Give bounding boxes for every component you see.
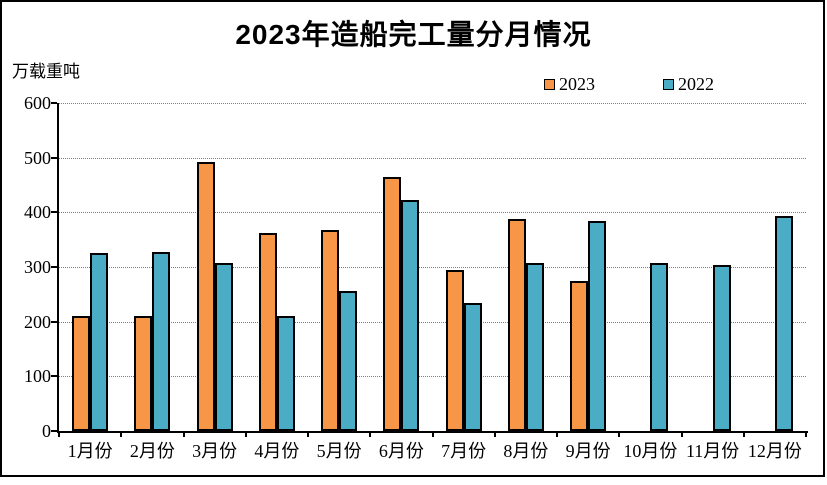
bar-2022-5月份 <box>339 290 358 431</box>
category-label-5月份: 5月份 <box>316 441 362 461</box>
y-tick-300 <box>51 266 57 268</box>
legend-item-2022: 2022 <box>663 74 714 94</box>
category-label-7月份: 7月份 <box>441 441 487 461</box>
legend-swatch-2023 <box>544 78 555 90</box>
y-tick-100 <box>51 375 57 378</box>
x-tick-1 <box>120 433 123 437</box>
category-label-9月份: 9月份 <box>565 441 611 461</box>
bar-2023-6月份 <box>383 177 402 431</box>
y-tick-label-500: 500 <box>24 147 51 168</box>
category-label-1月份: 1月份 <box>67 441 113 461</box>
x-tick-10 <box>680 433 683 437</box>
x-axis-line <box>57 431 808 433</box>
legend-item-2023: 2023 <box>544 74 595 94</box>
x-tick-3 <box>244 433 247 437</box>
category-label-4月份: 4月份 <box>254 441 300 461</box>
x-tick-0 <box>58 433 60 437</box>
bar-2023-3月份 <box>196 162 215 431</box>
gridline-600 <box>59 103 806 104</box>
bar-2023-2月份 <box>134 315 153 431</box>
y-tick-0 <box>51 430 57 432</box>
category-label-10月份: 10月份 <box>623 441 678 461</box>
bar-2022-10月份 <box>650 262 669 431</box>
y-tick-600 <box>51 102 57 104</box>
y-tick-400 <box>51 211 57 214</box>
bar-2023-8月份 <box>507 218 526 431</box>
chart-title: 2023年造船完工量分月情况 <box>235 19 592 50</box>
legend-swatch-2022 <box>663 78 674 90</box>
y-tick-label-600: 600 <box>24 93 51 113</box>
x-tick-6 <box>431 433 434 437</box>
x-tick-12 <box>805 433 807 437</box>
bar-2022-9月份 <box>588 221 607 431</box>
x-tick-7 <box>493 433 496 437</box>
bar-2022-1月份 <box>90 252 109 431</box>
gridline-300 <box>59 267 806 268</box>
x-tick-4 <box>307 433 309 437</box>
x-tick-9 <box>618 433 621 437</box>
bar-2022-6月份 <box>401 200 420 431</box>
bar-2022-3月份 <box>214 262 233 431</box>
bar-2022-7月份 <box>463 302 482 431</box>
bar-2023-9月份 <box>570 280 589 431</box>
gridline-100 <box>59 376 806 378</box>
y-axis-line <box>57 103 59 431</box>
y-tick-label-300: 300 <box>24 257 51 277</box>
bar-2023-7月份 <box>445 269 464 431</box>
y-tick-label-200: 200 <box>24 311 51 332</box>
category-label-3月份: 3月份 <box>192 441 238 461</box>
gridline-200 <box>59 321 806 323</box>
bar-2023-5月份 <box>321 230 340 431</box>
y-tick-label-400: 400 <box>24 202 51 223</box>
y-tick-500 <box>51 156 57 159</box>
bar-2022-11月份 <box>712 264 731 431</box>
y-tick-label-0: 0 <box>42 421 51 441</box>
category-label-11月份: 11月份 <box>685 441 740 461</box>
bar-2023-1月份 <box>72 316 91 431</box>
legend-label-2022: 2022 <box>678 73 714 94</box>
x-tick-11 <box>742 433 745 437</box>
bar-2022-12月份 <box>774 215 793 431</box>
category-label-12月份: 12月份 <box>747 441 802 461</box>
bar-2022-8月份 <box>525 262 544 431</box>
plot-area <box>51 102 808 437</box>
x-tick-5 <box>369 433 372 437</box>
bar-2022-2月份 <box>152 252 171 431</box>
category-label-6月份: 6月份 <box>378 441 424 461</box>
y-tick-200 <box>51 320 57 323</box>
x-tick-8 <box>556 433 558 437</box>
category-label-2月份: 2月份 <box>129 441 175 461</box>
category-label-8月份: 8月份 <box>503 441 549 461</box>
y-tick-label-100: 100 <box>24 366 51 387</box>
bar-2022-4月份 <box>276 316 295 431</box>
legend-label-2023: 2023 <box>559 73 595 94</box>
y-axis-unit-label: 万载重吨 <box>12 62 80 81</box>
gridline-500 <box>59 157 806 159</box>
x-tick-2 <box>182 433 185 437</box>
gridline-400 <box>59 212 806 214</box>
bar-2023-4月份 <box>258 232 277 431</box>
